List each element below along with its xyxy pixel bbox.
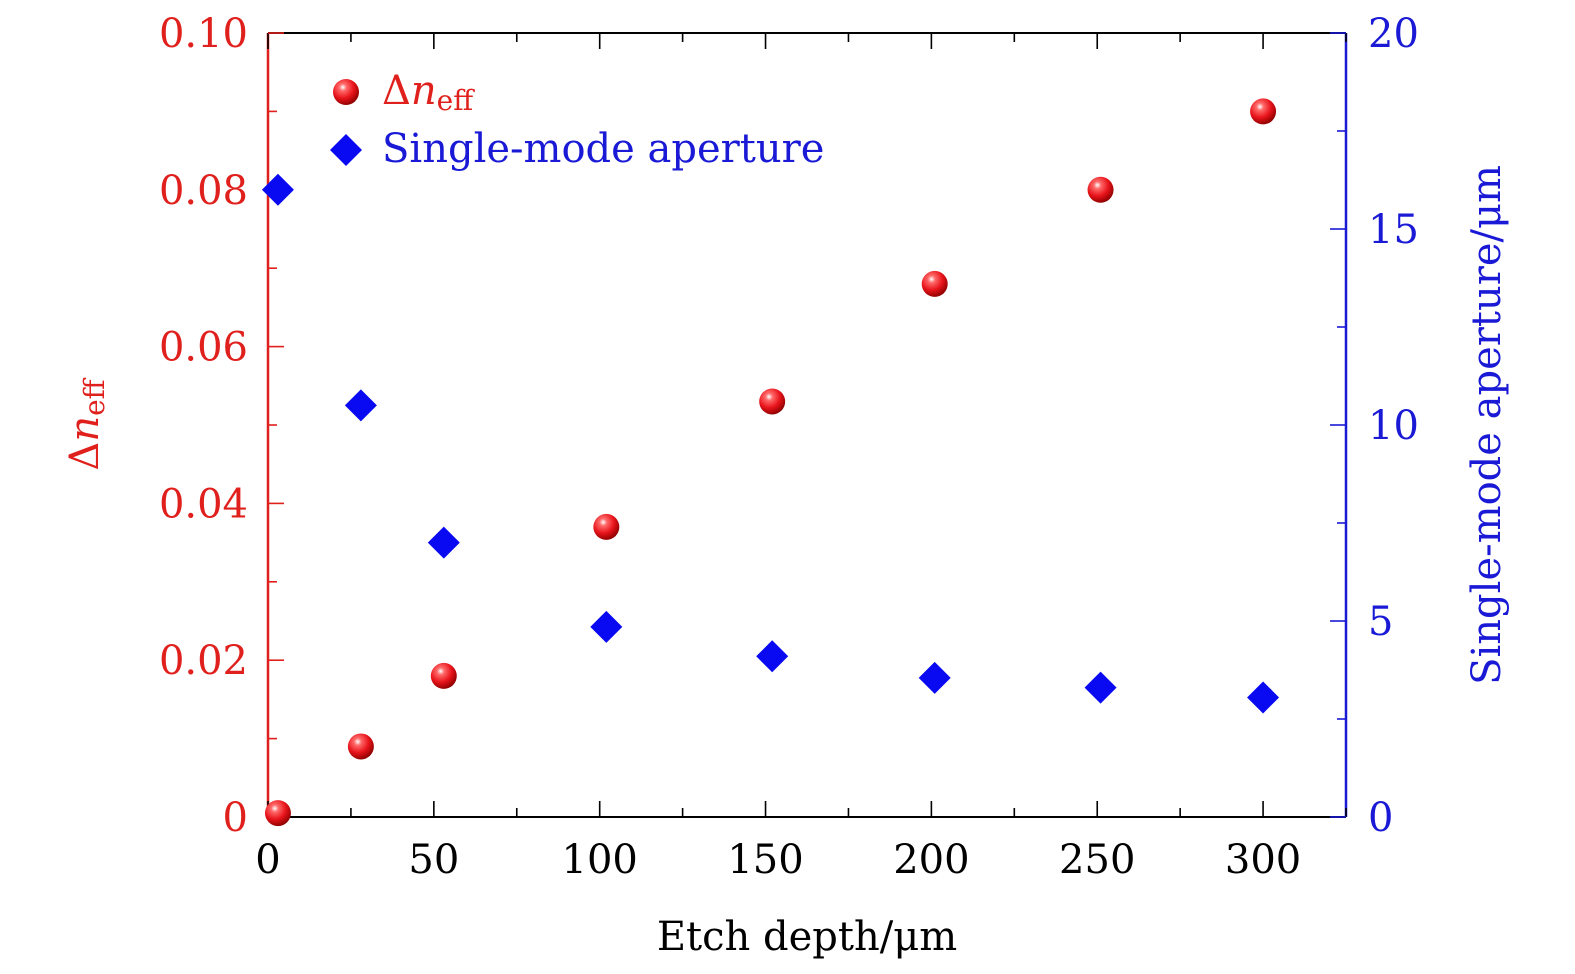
left-tick-label: 0.06: [159, 325, 248, 371]
x-tick-label: 250: [1059, 837, 1135, 883]
right-tick-label: 10: [1368, 403, 1419, 449]
single-mode-aperture-point: [344, 389, 377, 422]
x-tick-label: 0: [255, 837, 280, 883]
delta-neff-point: [264, 800, 291, 827]
left-tick-label: 0.02: [159, 638, 248, 684]
x-axis-title: Etch depth/μm: [657, 914, 957, 960]
legend-marker-single-mode-aperture: [330, 134, 362, 166]
delta-neff-point: [759, 388, 786, 415]
single-mode-aperture-point: [918, 661, 951, 694]
x-tick-label: 200: [893, 837, 969, 883]
single-mode-aperture-point: [1247, 681, 1280, 714]
single-mode-aperture-point: [590, 610, 623, 643]
left-tick-label: 0.10: [159, 11, 248, 57]
right-tick-label: 0: [1368, 795, 1393, 841]
tick-labels: 0 50 100 150 200 250 300 0 0.02 0.04 0.06 0.08 0.10 0…: [159, 11, 1419, 883]
right-tick-label: 15: [1368, 207, 1419, 253]
legend-marker-delta-neff: [333, 79, 359, 105]
legend-label-single-mode-aperture: Single-mode aperture: [382, 126, 824, 172]
right-tick-label: 20: [1368, 11, 1419, 57]
delta-neff-point: [593, 513, 620, 540]
x-tick-label: 300: [1225, 837, 1301, 883]
left-tick-label: 0.04: [159, 481, 248, 527]
data-markers: [261, 98, 1280, 827]
delta-neff-point: [347, 733, 374, 760]
left-y-axis-title: Δneff: [62, 377, 111, 470]
delta-neff-point: [1250, 98, 1277, 125]
legend-label-delta-neff: Δneff: [382, 68, 475, 117]
single-mode-aperture-point: [261, 173, 294, 206]
single-mode-aperture-point: [756, 640, 789, 673]
left-tick-label: 0.08: [159, 168, 248, 214]
right-y-axis-title: Single-mode aperture/μm: [1464, 165, 1510, 685]
delta-neff-point: [1087, 176, 1114, 203]
single-mode-aperture-point: [1084, 671, 1117, 704]
x-tick-label: 50: [408, 837, 459, 883]
single-mode-aperture-point: [427, 526, 460, 559]
delta-neff-point: [430, 662, 457, 689]
right-tick-label: 5: [1368, 599, 1393, 645]
left-tick-label: 0: [223, 795, 248, 841]
x-tick-label: 100: [562, 837, 638, 883]
legend: Δneff Single-mode aperture: [330, 68, 824, 172]
axis-ticks: [267, 32, 1347, 818]
x-tick-label: 150: [727, 837, 803, 883]
delta-neff-point: [921, 270, 948, 297]
